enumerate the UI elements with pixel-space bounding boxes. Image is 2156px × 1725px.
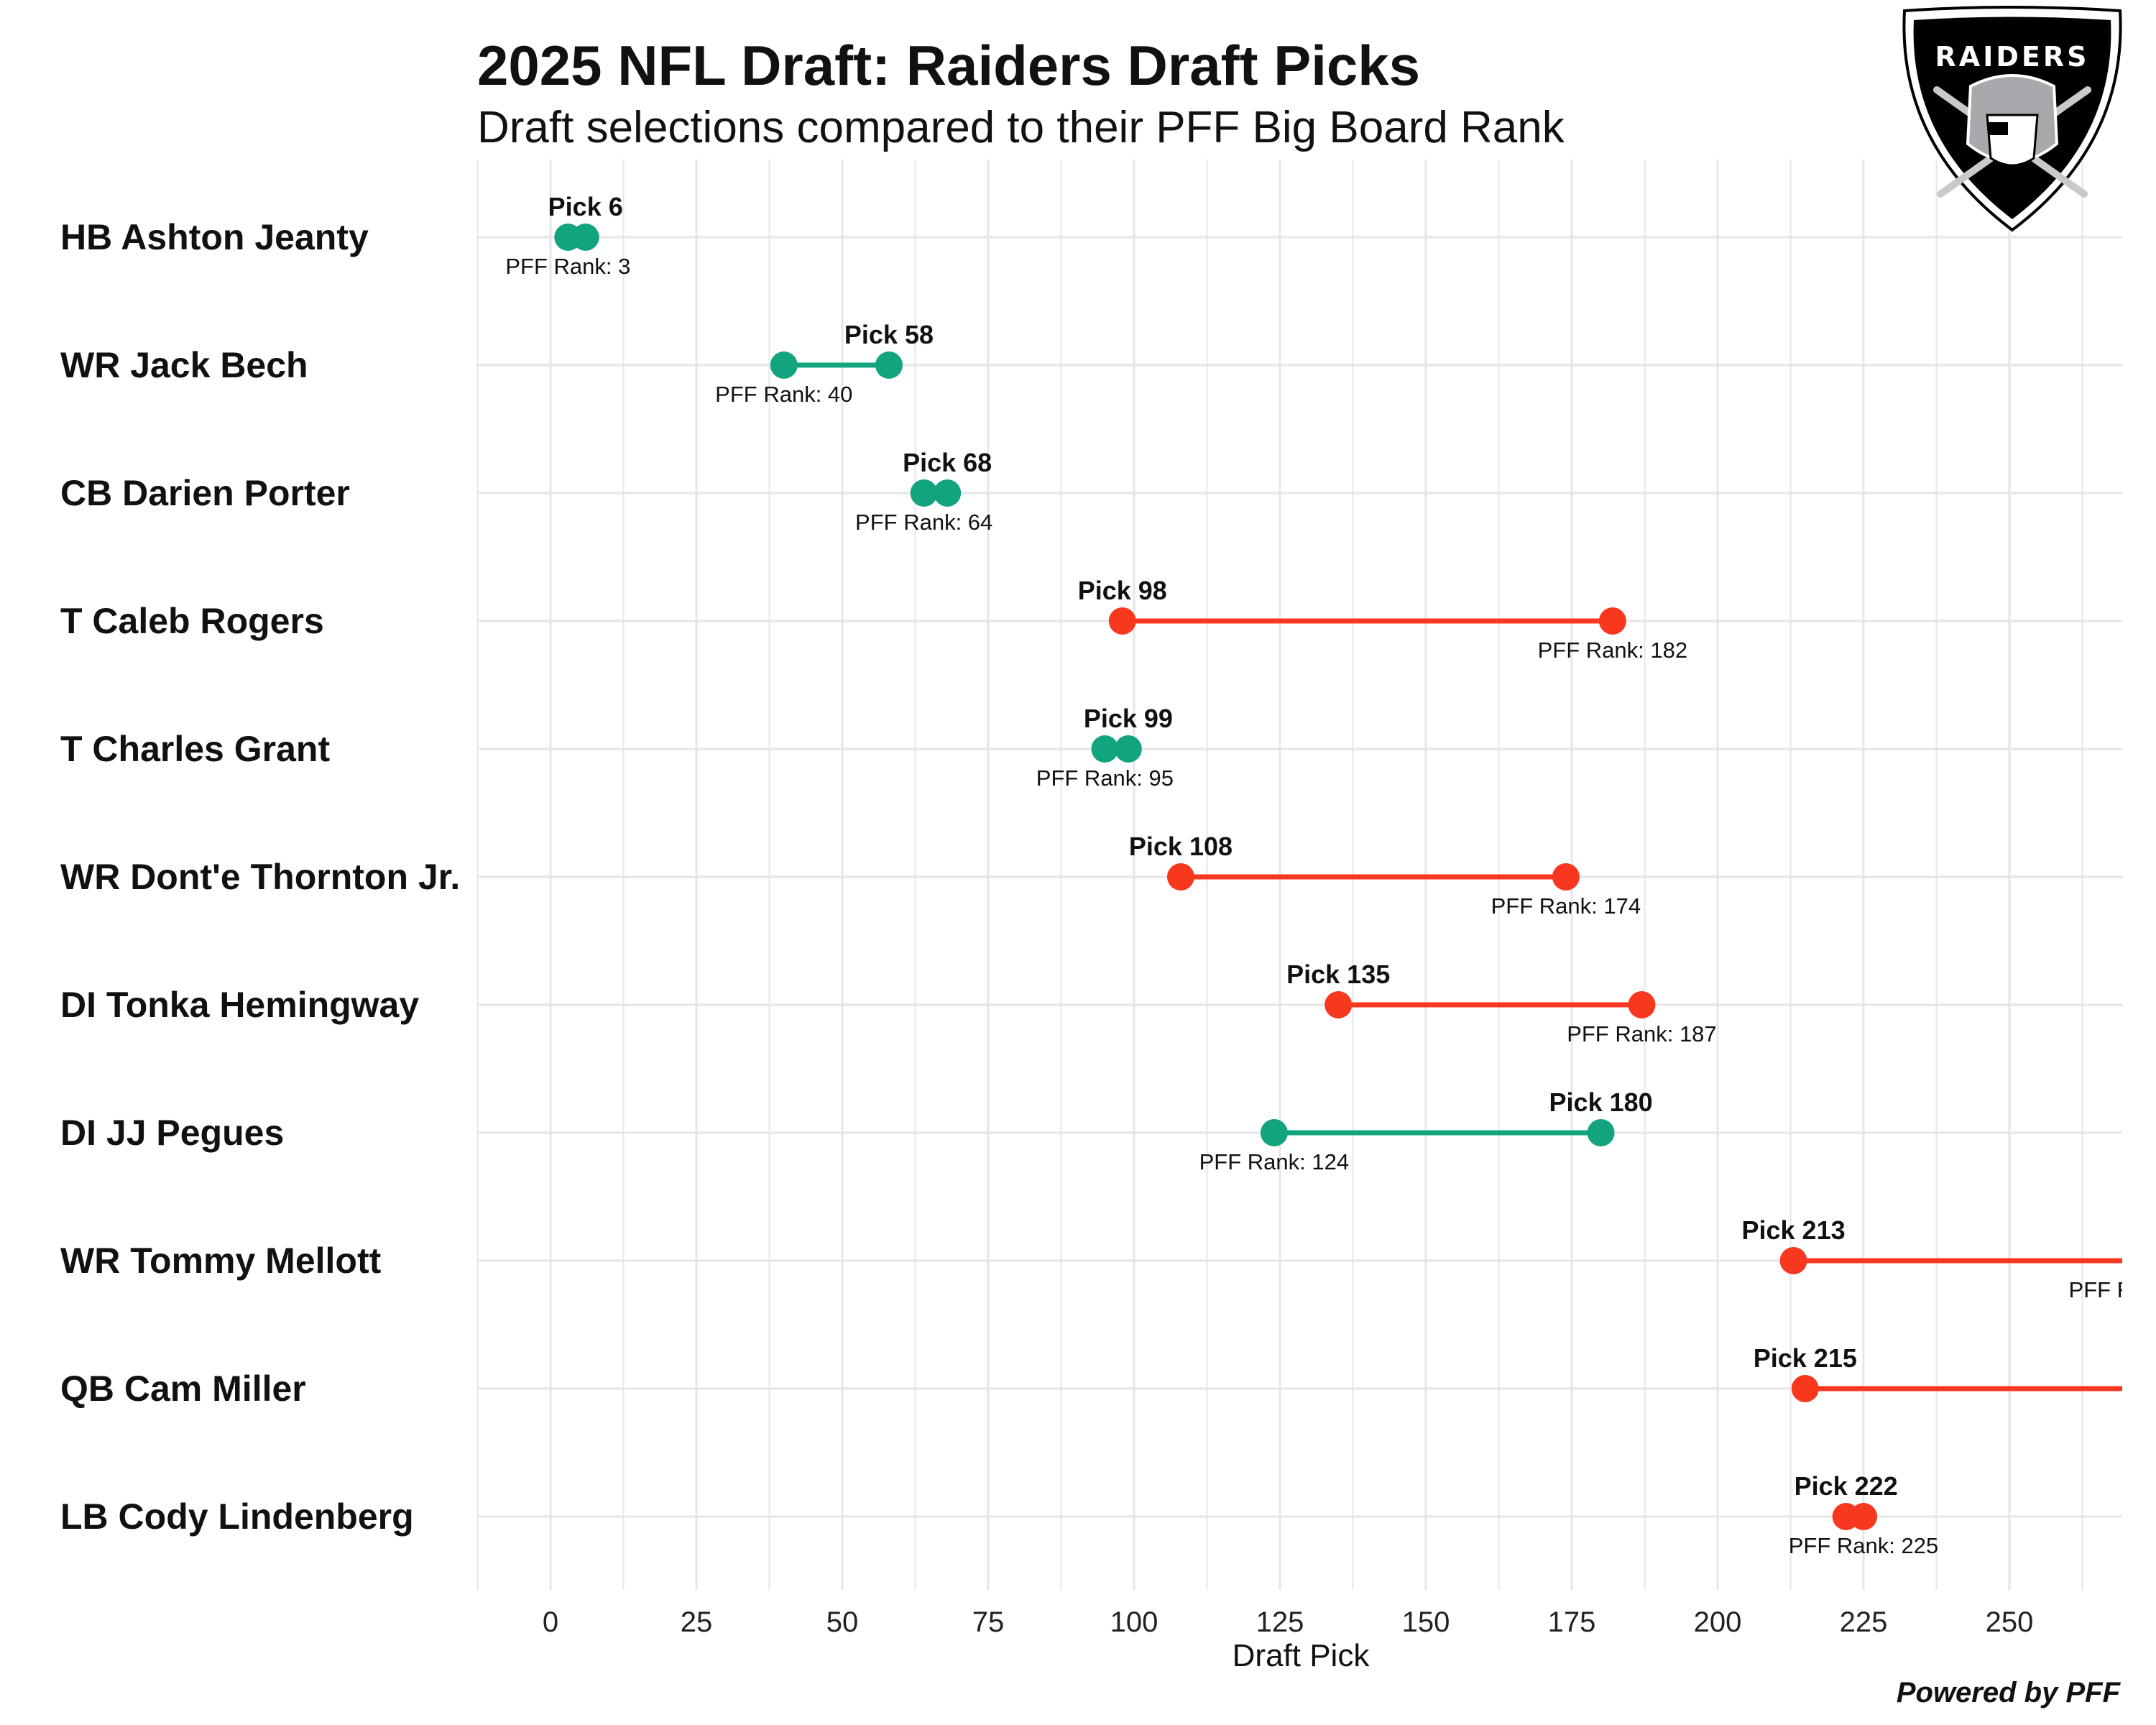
x-tick-label: 250 xyxy=(1986,1606,2034,1638)
draft-pick-point xyxy=(1325,991,1353,1018)
x-tick-label: 0 xyxy=(543,1606,558,1638)
pick-data-label: Pick 215 xyxy=(1754,1343,1857,1373)
x-tick-label: 175 xyxy=(1548,1606,1596,1638)
x-tick-label: 200 xyxy=(1694,1606,1742,1638)
draft-pick-point xyxy=(1166,863,1194,891)
draft-pick-point xyxy=(875,351,903,379)
pff-rank-point xyxy=(1552,863,1580,891)
pff-rank-point xyxy=(1091,735,1119,763)
pff-rank-point xyxy=(1260,1119,1288,1146)
player-name-label: LB Cody Lindenberg xyxy=(60,1496,414,1537)
pff-rank-point xyxy=(910,479,938,507)
pff-rank-data-label: PFF Rank: 95 xyxy=(1036,765,1174,791)
eye-patch xyxy=(1988,122,2008,135)
player-name-label: WR Dont'e Thornton Jr. xyxy=(60,857,460,897)
player-name-label: QB Cam Miller xyxy=(60,1368,306,1409)
x-tick-label: 150 xyxy=(1402,1606,1450,1638)
player-name-label: HB Ashton Jeanty xyxy=(60,217,369,257)
pff-rank-point xyxy=(770,351,798,379)
player-name-label: CB Darien Porter xyxy=(60,473,350,513)
player-name-label: WR Jack Bech xyxy=(60,345,308,385)
pick-data-label: Pick 68 xyxy=(903,448,992,477)
pick-data-label: Pick 180 xyxy=(1549,1087,1653,1117)
pick-data-label: Pick 99 xyxy=(1084,704,1173,733)
pff-rank-data-label: PFF Rank: 273 xyxy=(2069,1277,2156,1302)
pff-rank-point xyxy=(2130,1247,2156,1274)
axis-layer: 0 25 50 75 100 125 150 175 200 225 250 HB Ashton Je… xyxy=(60,217,2033,1638)
pff-rank-data-label: PFF Rank: 174 xyxy=(1491,893,1641,919)
draft-pick-point xyxy=(571,224,599,251)
pick-data-label: Pick 213 xyxy=(1741,1215,1845,1245)
x-tick-label: 100 xyxy=(1110,1606,1158,1638)
logo-banner xyxy=(1926,36,2099,76)
powered-by-caption: Powered by PFF xyxy=(1897,1677,2122,1708)
draft-pick-point xyxy=(934,479,962,507)
player-name-label: DI JJ Pegues xyxy=(60,1113,284,1153)
raiders-shield-logo: RAIDERS xyxy=(1902,6,2122,232)
pick-data-label: Pick 222 xyxy=(1795,1471,1898,1501)
x-axis-label: Draft Pick xyxy=(1233,1638,1370,1673)
logo-wordmark: RAIDERS xyxy=(1935,41,2090,73)
pick-data-label: Pick 135 xyxy=(1286,960,1390,989)
draft-pick-point xyxy=(1791,1375,1819,1402)
mark-layer xyxy=(554,224,2156,1530)
pff-rank-data-label: PFF Rank: 64 xyxy=(855,510,992,535)
draft-pick-point xyxy=(1114,735,1142,763)
pff-rank-data-label: PFF Rank: 40 xyxy=(715,382,852,407)
chart-title: 2025 NFL Draft: Raiders Draft Picks xyxy=(477,34,1420,97)
player-name-label: T Caleb Rogers xyxy=(60,601,324,641)
pff-rank-point xyxy=(1598,607,1626,635)
x-tick-label: 125 xyxy=(1256,1606,1304,1638)
pff-rank-data-label: PFF Rank: 225 xyxy=(1789,1533,1938,1558)
player-name-label: WR Tommy Mellott xyxy=(60,1241,382,1281)
player-name-label: T Charles Grant xyxy=(60,729,330,769)
pff-rank-data-label: PFF Rank: 3 xyxy=(505,254,630,279)
x-tick-label: 25 xyxy=(681,1606,713,1638)
label-layer: Pick 6 PFF Rank: 3 Pick 58 PFF Rank: 40 Pick… xyxy=(505,192,2156,1558)
pff-rank-data-label: PFF Rank: 187 xyxy=(1567,1021,1716,1046)
pff-rank-data-label: PFF Rank: 182 xyxy=(1538,638,1687,663)
chart-subtitle: Draft selections compared to their PFF B… xyxy=(477,103,1565,152)
x-tick-label: 50 xyxy=(826,1606,859,1638)
pick-data-label: Pick 98 xyxy=(1078,576,1167,605)
pick-data-label: Pick 6 xyxy=(548,192,623,221)
pick-data-label: Pick 58 xyxy=(844,320,934,349)
x-tick-label: 225 xyxy=(1840,1606,1888,1638)
pff-rank-data-label: PFF Rank: 124 xyxy=(1199,1149,1349,1174)
player-name-label: DI Tonka Hemingway xyxy=(60,985,419,1025)
draft-pick-point xyxy=(1587,1119,1615,1146)
pick-data-label: Pick 108 xyxy=(1129,832,1233,861)
pff-rank-point xyxy=(1628,991,1656,1018)
draft-pick-point xyxy=(1108,607,1136,635)
draft-pick-point xyxy=(1779,1247,1807,1274)
x-tick-label: 75 xyxy=(972,1606,1005,1638)
draft-pick-point xyxy=(1832,1503,1860,1530)
